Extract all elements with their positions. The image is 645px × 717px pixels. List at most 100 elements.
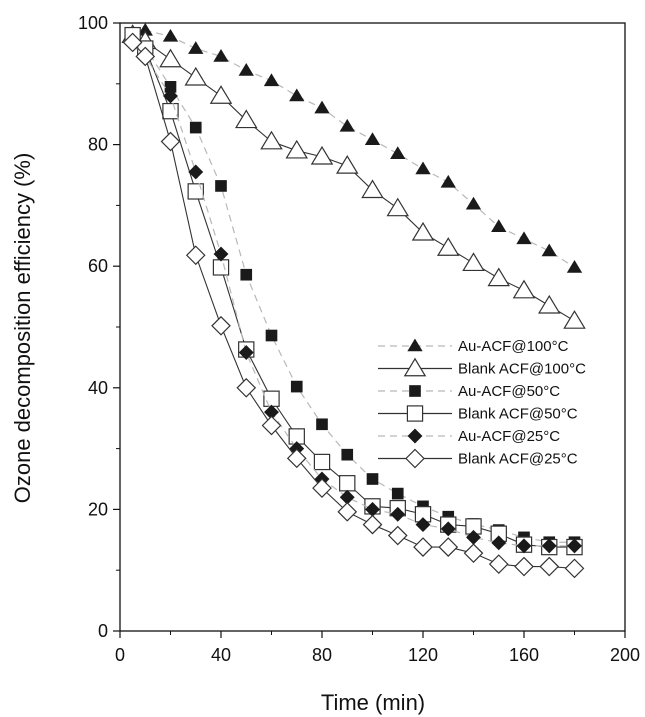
data-point (286, 448, 307, 469)
data-point (566, 259, 583, 273)
y-tick-label: 60 (88, 256, 108, 276)
data-point (541, 243, 557, 257)
data-point (162, 102, 179, 120)
data-point (339, 475, 356, 492)
data-point (567, 538, 582, 554)
data-point (265, 329, 278, 342)
data-point (236, 377, 257, 398)
data-point (415, 161, 431, 175)
data-point (285, 139, 309, 159)
axes: 0 40 80 120 160 200 0 20 40 60 80 100 (78, 13, 640, 665)
series-3 (126, 32, 581, 549)
data-point (390, 506, 406, 522)
data-point (185, 245, 206, 266)
legend-marker (407, 428, 423, 444)
data-point (335, 155, 359, 174)
data-point (537, 294, 561, 314)
legend-marker (405, 448, 425, 469)
data-point (541, 538, 557, 554)
data-point (213, 49, 229, 62)
legend-entry: Blank ACF@50°C (378, 405, 578, 423)
data-point (491, 535, 507, 551)
data-point (313, 453, 331, 471)
data-point (135, 46, 156, 67)
data-point (462, 252, 485, 272)
data-point (463, 543, 484, 564)
x-tick-label: 80 (312, 645, 332, 665)
data-point (387, 525, 408, 546)
x-tick-label: 0 (115, 645, 125, 665)
data-point (211, 315, 231, 336)
legend-marker (407, 338, 423, 352)
data-point (364, 132, 381, 146)
data-point (310, 145, 334, 165)
legend: Au-ACF@100°C Blank ACF@100°C Au-ACF@50°C Bl… (378, 338, 586, 469)
x-axis-title: Time (min) (321, 690, 425, 715)
data-point (339, 489, 355, 505)
legend-label: Blank ACF@25°C (458, 451, 578, 468)
data-point (189, 121, 202, 134)
data-point (440, 521, 456, 537)
data-point (438, 537, 459, 557)
legend-label: Au-ACF@100°C (458, 338, 569, 355)
data-point (487, 267, 511, 287)
data-point (436, 237, 460, 256)
data-point (260, 130, 283, 150)
data-point (413, 537, 433, 557)
data-point (184, 66, 208, 86)
x-tick-label: 120 (408, 645, 438, 665)
data-point (316, 418, 328, 431)
series-6 (122, 32, 585, 579)
legend-label: Blank ACF@100°C (458, 361, 586, 378)
data-point (488, 554, 509, 574)
data-point (240, 268, 253, 281)
data-point (187, 183, 204, 200)
legend-label: Au-ACF@25°C (458, 428, 560, 445)
data-point (512, 279, 536, 299)
data-point (234, 109, 258, 129)
y-tick-label: 0 (98, 621, 108, 641)
data-point (122, 32, 143, 53)
data-point (339, 118, 355, 132)
data-point (263, 73, 280, 87)
series-line (132, 29, 575, 268)
legend-marker (403, 357, 427, 377)
data-point (312, 478, 332, 498)
data-point (415, 517, 431, 533)
data-point (238, 62, 254, 76)
y-tick-label: 20 (88, 499, 108, 519)
data-point (188, 164, 204, 180)
data-point (160, 131, 181, 152)
data-point (159, 48, 182, 68)
series-line (132, 34, 575, 548)
data-point (491, 219, 507, 232)
legend-entry: Blank ACF@100°C (378, 357, 586, 378)
data-point (516, 538, 532, 554)
data-point (163, 88, 178, 104)
legend-label: Au-ACF@50°C (458, 383, 560, 400)
data-point (440, 174, 456, 188)
y-tick-label: 100 (78, 13, 108, 33)
legend-entry: Au-ACF@100°C (378, 338, 569, 355)
data-point (215, 180, 227, 192)
data-point (162, 28, 179, 42)
series-layer (121, 22, 586, 579)
data-point (564, 558, 585, 579)
legend-entry: Blank ACF@25°C (378, 448, 578, 469)
data-point (261, 415, 282, 436)
data-point (516, 231, 532, 245)
legend-entry: Au-ACF@25°C (378, 428, 560, 445)
data-point (337, 501, 358, 522)
y-axis-title: Ozone decomposition efficiency (%) (10, 153, 35, 504)
data-point (362, 514, 383, 535)
x-tick-label: 40 (211, 645, 231, 665)
data-point (188, 41, 204, 54)
legend-entry: Au-ACF@50°C (378, 383, 560, 400)
x-tick-label: 200 (610, 645, 640, 665)
data-point (314, 100, 330, 114)
data-point (263, 390, 280, 407)
y-tick-label: 40 (88, 378, 108, 398)
legend-label: Blank ACF@50°C (458, 406, 578, 423)
legend-marker (406, 405, 424, 422)
